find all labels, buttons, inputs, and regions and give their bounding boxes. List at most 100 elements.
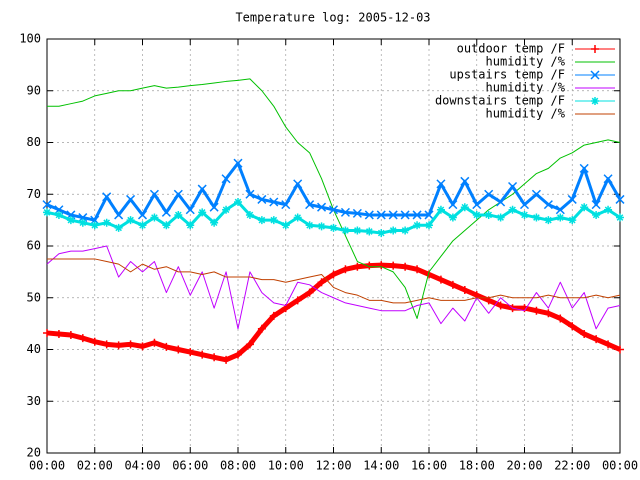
y-tick-label: 90 xyxy=(27,83,41,97)
point-marker xyxy=(400,210,410,220)
legend-marker xyxy=(591,45,599,53)
point-marker xyxy=(54,329,63,338)
point-marker xyxy=(257,194,267,204)
x-tick-label: 14:00 xyxy=(363,459,399,473)
point-marker xyxy=(138,221,147,230)
x-tick-label: 08:00 xyxy=(220,459,256,473)
legend-label: humidity /% xyxy=(486,55,566,69)
point-marker xyxy=(496,301,505,310)
legend-label: downstairs temp /F xyxy=(435,94,565,108)
point-marker xyxy=(592,335,601,344)
point-marker xyxy=(436,179,446,189)
legend-label: humidity /% xyxy=(486,107,566,121)
point-marker xyxy=(424,210,434,220)
point-marker xyxy=(615,194,625,204)
point-marker xyxy=(353,262,362,271)
point-marker xyxy=(519,200,530,210)
point-marker xyxy=(78,218,87,227)
x-tick-label: 22:00 xyxy=(554,459,590,473)
point-marker xyxy=(329,270,338,279)
point-marker xyxy=(401,262,410,271)
point-marker xyxy=(579,163,589,173)
point-marker xyxy=(603,174,613,184)
point-marker xyxy=(591,200,601,210)
point-marker xyxy=(532,306,541,315)
point-marker xyxy=(448,213,457,222)
point-marker xyxy=(580,203,589,212)
point-marker xyxy=(197,184,207,194)
point-marker xyxy=(460,285,469,294)
point-marker xyxy=(616,213,624,222)
point-marker xyxy=(126,340,135,349)
point-marker xyxy=(66,331,75,340)
point-marker xyxy=(102,340,111,349)
point-marker xyxy=(210,353,219,362)
y-tick-label: 50 xyxy=(27,290,41,304)
point-marker xyxy=(556,213,565,222)
x-tick-label: 00:00 xyxy=(602,459,638,473)
point-marker xyxy=(174,345,183,354)
point-marker xyxy=(568,322,577,331)
point-marker xyxy=(436,275,445,284)
y-tick-label: 30 xyxy=(27,394,41,408)
point-marker xyxy=(66,216,75,225)
point-marker xyxy=(222,355,231,364)
point-marker xyxy=(305,288,314,297)
point-marker xyxy=(257,324,266,333)
point-marker xyxy=(412,210,422,220)
point-marker xyxy=(520,210,529,219)
point-marker xyxy=(162,221,171,230)
point-marker xyxy=(472,210,481,219)
point-marker xyxy=(364,210,374,220)
point-marker xyxy=(448,200,458,210)
legend-marker xyxy=(590,70,600,80)
x-tick-label: 18:00 xyxy=(459,459,495,473)
point-marker xyxy=(269,216,278,225)
legend-label: upstairs temp /F xyxy=(449,68,565,82)
point-marker xyxy=(543,200,553,210)
point-marker xyxy=(305,200,315,210)
point-marker xyxy=(460,176,470,186)
point-marker xyxy=(281,200,291,210)
point-marker xyxy=(544,216,553,225)
point-marker xyxy=(329,223,338,232)
point-marker xyxy=(425,221,433,230)
point-marker xyxy=(54,210,63,219)
point-marker xyxy=(126,216,135,225)
point-marker xyxy=(353,226,362,235)
point-marker xyxy=(567,194,577,204)
point-marker xyxy=(376,210,386,220)
legend-label: outdoor temp /F xyxy=(457,42,565,56)
point-marker xyxy=(293,296,302,305)
x-tick-label: 10:00 xyxy=(268,459,304,473)
point-marker xyxy=(269,197,279,207)
point-marker xyxy=(269,311,278,320)
y-tick-label: 80 xyxy=(27,135,41,149)
point-marker xyxy=(114,210,124,220)
x-tick-label: 16:00 xyxy=(411,459,447,473)
point-marker xyxy=(257,216,266,225)
point-marker xyxy=(317,222,326,231)
chart-title: Temperature log: 2005-12-03 xyxy=(235,11,430,25)
point-marker xyxy=(114,223,123,232)
point-marker xyxy=(114,341,123,350)
point-marker xyxy=(42,200,52,210)
point-marker xyxy=(186,348,195,357)
point-marker xyxy=(293,213,302,222)
point-marker xyxy=(174,210,183,219)
point-marker xyxy=(555,205,565,215)
x-tick-label: 04:00 xyxy=(124,459,160,473)
point-marker xyxy=(532,213,541,222)
point-marker xyxy=(281,221,290,230)
point-marker xyxy=(245,340,254,349)
point-marker xyxy=(90,337,99,346)
point-marker xyxy=(78,334,87,343)
point-marker xyxy=(448,280,457,289)
point-marker xyxy=(556,314,565,323)
point-marker xyxy=(90,221,99,230)
plot-frame xyxy=(46,38,621,454)
point-marker xyxy=(413,265,422,274)
point-marker xyxy=(305,221,314,230)
y-tick-label: 40 xyxy=(27,342,41,356)
